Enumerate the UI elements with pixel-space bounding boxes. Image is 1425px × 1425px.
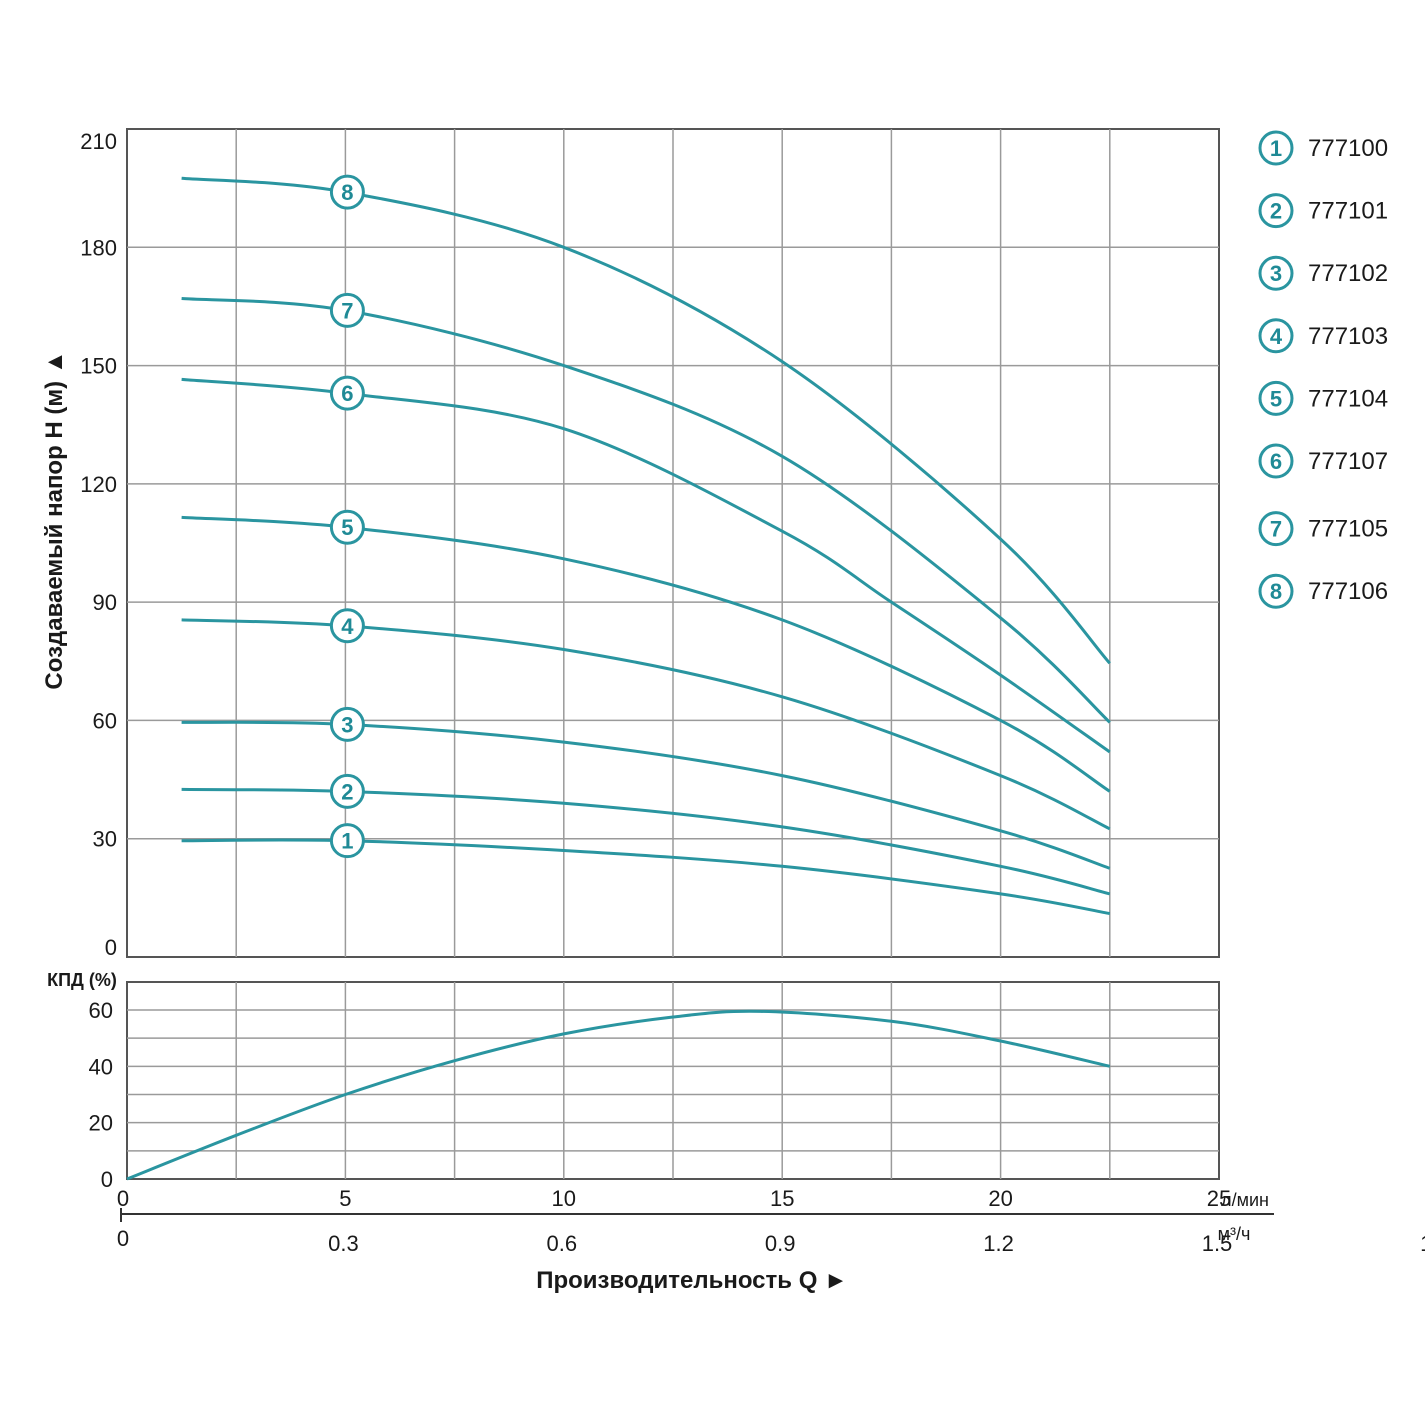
- legend-model-label: 777105: [1308, 516, 1388, 543]
- legend-model-label: 777100: [1308, 135, 1388, 162]
- curve-marker-circle: [329, 375, 365, 411]
- head-curve-777100: [181, 838, 1111, 916]
- curve-marker-number: 4: [341, 614, 354, 639]
- curve-marker-number: 3: [341, 712, 353, 737]
- legend-marker-circle: [1258, 318, 1294, 354]
- head-y-ticks: 0 30 60 90 120 150 180 210: [80, 129, 117, 960]
- efficiency-curve: [126, 1009, 1111, 1181]
- curve-marker-number: 6: [341, 381, 353, 406]
- legend-marker-number: 1: [1270, 136, 1282, 161]
- efficiency-y-tick-label: 0: [101, 1167, 113, 1192]
- head-y-tick-label: 180: [80, 235, 117, 260]
- curve-marker-number: 1: [341, 829, 353, 854]
- head-curve-777102: [181, 720, 1111, 870]
- head-y-tick-label: 150: [80, 354, 117, 379]
- legend-marker-number: 2: [1270, 199, 1282, 224]
- legend-marker-number: 7: [1270, 517, 1282, 542]
- efficiency-y-tick-label: 60: [89, 998, 113, 1023]
- legend-model-label: 777103: [1308, 323, 1388, 350]
- curve-marker-circle: [329, 823, 365, 859]
- curve-marker-number: 5: [341, 515, 353, 540]
- curve-marker-circle: [329, 706, 365, 742]
- curve-marker-circle: [329, 509, 365, 545]
- curve-marker-circle: [329, 174, 365, 210]
- legend-marker-number: 3: [1270, 261, 1282, 286]
- legend-marker-circle: [1258, 255, 1294, 291]
- head-y-tick-label: 0: [105, 935, 117, 960]
- head-y-tick-label: 90: [93, 590, 117, 615]
- curve-marker-number: 7: [341, 298, 353, 323]
- head-y-tick-label: 120: [80, 472, 117, 497]
- legend-marker-number: 8: [1270, 579, 1282, 604]
- x-axes: 051015202530354045л/мин00.30.60.91.21.51…: [117, 1186, 1425, 1256]
- efficiency-y-tick-label: 20: [89, 1111, 113, 1136]
- legend-model-label: 777101: [1308, 198, 1388, 225]
- x-axis-title: Производительность Q ►: [536, 1267, 848, 1294]
- curve-marker-number: 8: [341, 180, 353, 205]
- head-curve-777107: [181, 377, 1111, 754]
- x-tick-lpm: 20: [988, 1186, 1012, 1211]
- legend-marker-circle: [1258, 130, 1294, 166]
- head-y-tick-label: 30: [93, 827, 117, 852]
- legend-marker-number: 4: [1270, 324, 1283, 349]
- x-tick-m3h: 1.8: [1420, 1231, 1425, 1256]
- head-y-tick-label: 210: [80, 129, 117, 154]
- curve-marker-number: 2: [341, 779, 353, 804]
- head-y-tick-label: 60: [93, 708, 117, 733]
- efficiency-curve-group: [126, 1009, 1111, 1181]
- x-tick-lpm: 10: [552, 1186, 576, 1211]
- efficiency-chart-grid: [126, 981, 1220, 1180]
- legend: 1 777100 2 777101 3 777102 4 777103 5 777104 6 7771…: [1258, 130, 1388, 609]
- curve-marker-circle: [329, 608, 365, 644]
- x-tick-lpm: 0: [117, 1186, 129, 1211]
- curve-marker-circle: [329, 292, 365, 328]
- x-tick-m3h: 0: [117, 1226, 129, 1251]
- head-chart-grid: [126, 128, 1220, 958]
- legend-marker-circle: [1258, 380, 1294, 416]
- x-tick-m3h: 0.6: [547, 1231, 578, 1256]
- legend-marker-circle: [1258, 193, 1294, 229]
- x-tick-m3h: 1.2: [983, 1231, 1014, 1256]
- head-curves: [181, 176, 1111, 916]
- legend-marker-circle: [1258, 443, 1294, 479]
- legend-marker-circle: [1258, 511, 1294, 547]
- x-tick-lpm: 15: [770, 1186, 794, 1211]
- x-tick-m3h: 0.9: [765, 1231, 796, 1256]
- x-tick-m3h: 0.3: [328, 1231, 359, 1256]
- x-tick-lpm: 25: [1207, 1186, 1231, 1211]
- legend-model-label: 777104: [1308, 385, 1388, 412]
- legend-marker-circle: [1258, 573, 1294, 609]
- legend-model-label: 777102: [1308, 260, 1388, 287]
- x-tick-lpm: 5: [339, 1186, 351, 1211]
- curve-marker-circle: [329, 773, 365, 809]
- efficiency-y-ticks: 0 20 40 60: [89, 998, 113, 1192]
- efficiency-y-axis-title: КПД (%): [47, 970, 117, 990]
- legend-model-label: 777107: [1308, 448, 1388, 475]
- head-y-axis-title: Создаваемый напор H (м) ▲: [41, 350, 68, 689]
- efficiency-y-tick-label: 40: [89, 1054, 113, 1079]
- legend-model-label: 777106: [1308, 578, 1388, 605]
- head-curve-markers: 1 2 3 4 5 6 7 8: [329, 174, 365, 859]
- head-curve-777106: [181, 176, 1111, 665]
- legend-marker-number: 6: [1270, 449, 1282, 474]
- x-unit-lpm: л/мин: [1221, 1190, 1269, 1210]
- x-tick-m3h: 1.5: [1202, 1231, 1233, 1256]
- x-unit-m3h: м³/ч: [1218, 1224, 1251, 1244]
- legend-marker-number: 5: [1270, 386, 1282, 411]
